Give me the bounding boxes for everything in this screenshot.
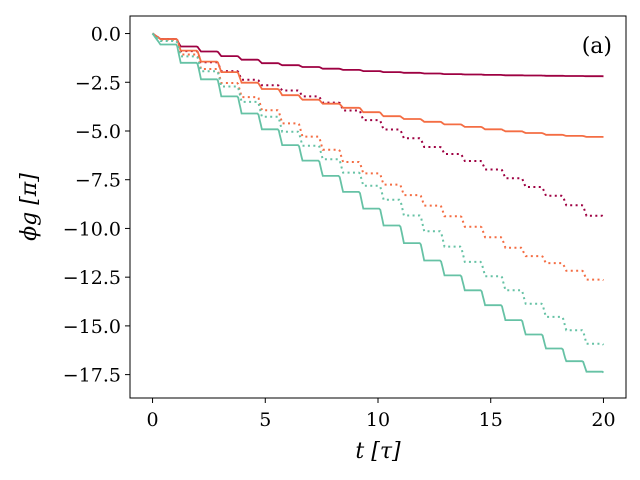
x-ticks: 0 5 10 15 20	[146, 398, 616, 431]
x-tick-label: 10	[366, 409, 390, 431]
panel-label: (a)	[582, 34, 612, 59]
x-axis-label: t [τ]	[355, 439, 401, 464]
x-tick-label: 15	[479, 409, 503, 431]
series-line-1	[152, 32, 604, 78]
y-tick-label: −17.5	[63, 365, 121, 387]
series-line-3	[152, 32, 604, 138]
y-tick-label: −2.5	[75, 72, 121, 94]
series-line-6	[151, 32, 605, 346]
y-tick-label: −15.0	[63, 316, 121, 338]
series-line-2	[151, 32, 605, 218]
series-layer	[151, 32, 605, 374]
x-tick-label: 20	[591, 409, 615, 431]
y-tick-label: −7.5	[75, 170, 121, 192]
series-line-4	[151, 32, 604, 282]
y-axis-label: ϕg [π]	[17, 173, 42, 241]
x-tick-label: 0	[146, 409, 158, 431]
y-tick-label: 0.0	[91, 24, 121, 46]
y-tick-label: −5.0	[75, 121, 121, 143]
x-tick-label: 5	[259, 409, 271, 431]
y-tick-label: −10.0	[63, 218, 121, 240]
y-tick-label: −12.5	[63, 267, 121, 289]
plot-frame	[129, 15, 627, 399]
series-line-5	[151, 32, 604, 374]
y-ticks: 0.0 −2.5 −5.0 −7.5 −10.0 −12.5 −15.0 −17.5	[63, 24, 130, 387]
